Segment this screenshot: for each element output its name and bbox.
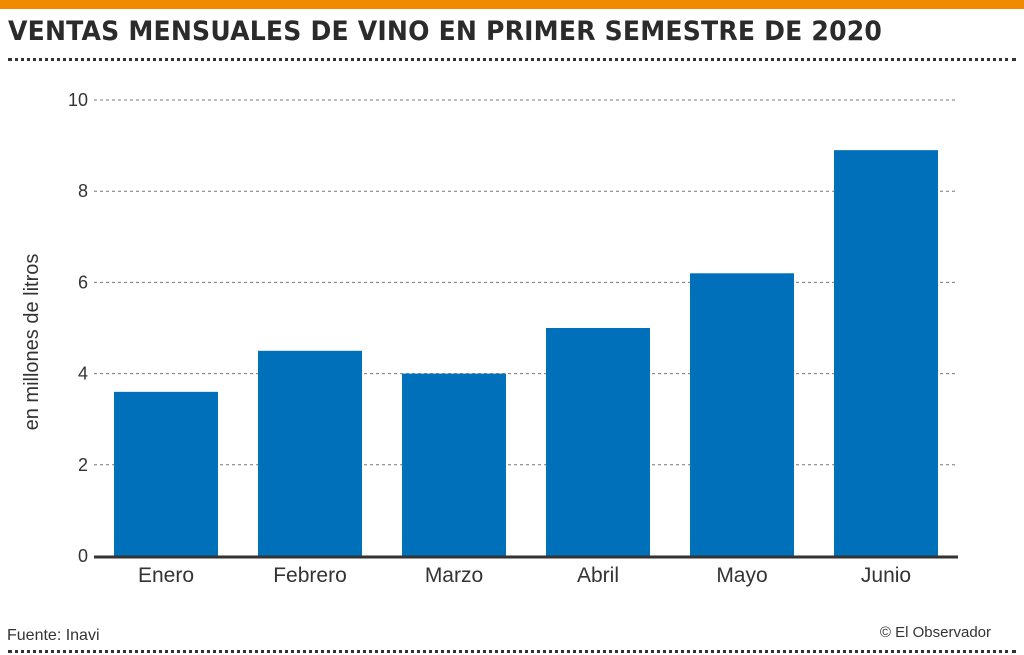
title-divider	[8, 58, 1016, 61]
bar-enero	[114, 391, 218, 556]
y-tick-label: 4	[78, 364, 88, 384]
bar-febrero	[258, 350, 362, 556]
bar-mayo	[690, 273, 794, 556]
source-note: Fuente: Inavi	[7, 627, 100, 644]
y-tick-label: 8	[78, 181, 88, 201]
footer-divider	[8, 650, 1016, 653]
x-tick-label: Enero	[138, 564, 194, 587]
x-tick-label: Febrero	[273, 564, 347, 587]
credit-note: © El Observador	[879, 624, 991, 641]
bar-junio	[834, 150, 938, 556]
y-tick-label: 6	[78, 272, 88, 292]
top-accent-bar	[0, 0, 1024, 9]
x-tick-label: Mayo	[716, 564, 767, 587]
x-tick-label: Marzo	[425, 564, 483, 587]
chart-title: VENTAS MENSUALES DE VINO EN PRIMER SEMES…	[8, 16, 883, 47]
bar-marzo	[402, 373, 506, 556]
bar-abril	[546, 328, 650, 556]
y-tick-label: 0	[78, 546, 88, 566]
x-tick-label: Junio	[861, 564, 911, 587]
y-axis-label: en millones de litros	[21, 254, 43, 431]
x-tick-label: Abril	[577, 564, 619, 587]
y-tick-label: 10	[68, 90, 88, 110]
y-tick-label: 2	[78, 455, 88, 475]
